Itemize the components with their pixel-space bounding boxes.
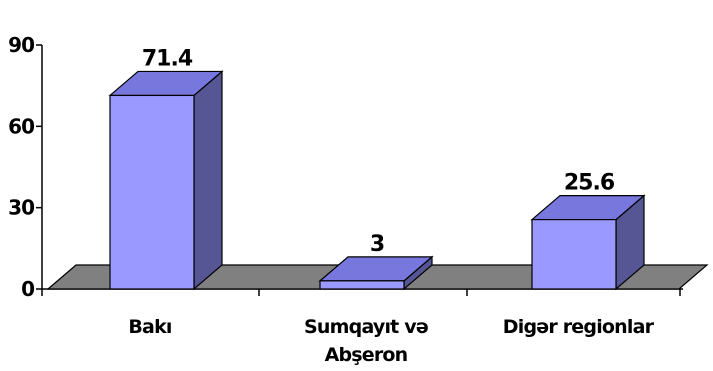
data-label: 25.6 [564,171,615,196]
labels-layer: 71.4 3 25.6 Bakı Sumqayıt və Abşeron Digər reg… [128,46,655,366]
x-category-label: Digər regionlar [503,316,655,338]
y-tick-label: 0 [21,277,34,301]
bar [318,255,434,291]
bar [108,70,224,291]
bar-front-face [319,280,405,290]
x-category-label-line: Abşeron [325,344,408,366]
x-category-label-line: Sumqayıt və [304,316,428,338]
x-category-label-line: Bakı [128,316,171,338]
bar-side-face [193,70,223,291]
bar [530,194,646,291]
x-category-label: Sumqayıt və Abşeron [304,316,428,366]
bars-layer [108,70,646,291]
y-tick-label: 90 [8,33,34,57]
y-tick-label: 30 [8,196,34,220]
data-label: 71.4 [142,46,193,71]
bar-front-face [109,94,195,290]
x-category-label: Bakı [128,316,171,338]
bar-front-face [531,218,617,290]
y-tick-label: 60 [8,114,34,138]
data-label: 3 [370,232,384,257]
x-category-label-line: Digər regionlar [503,316,655,338]
